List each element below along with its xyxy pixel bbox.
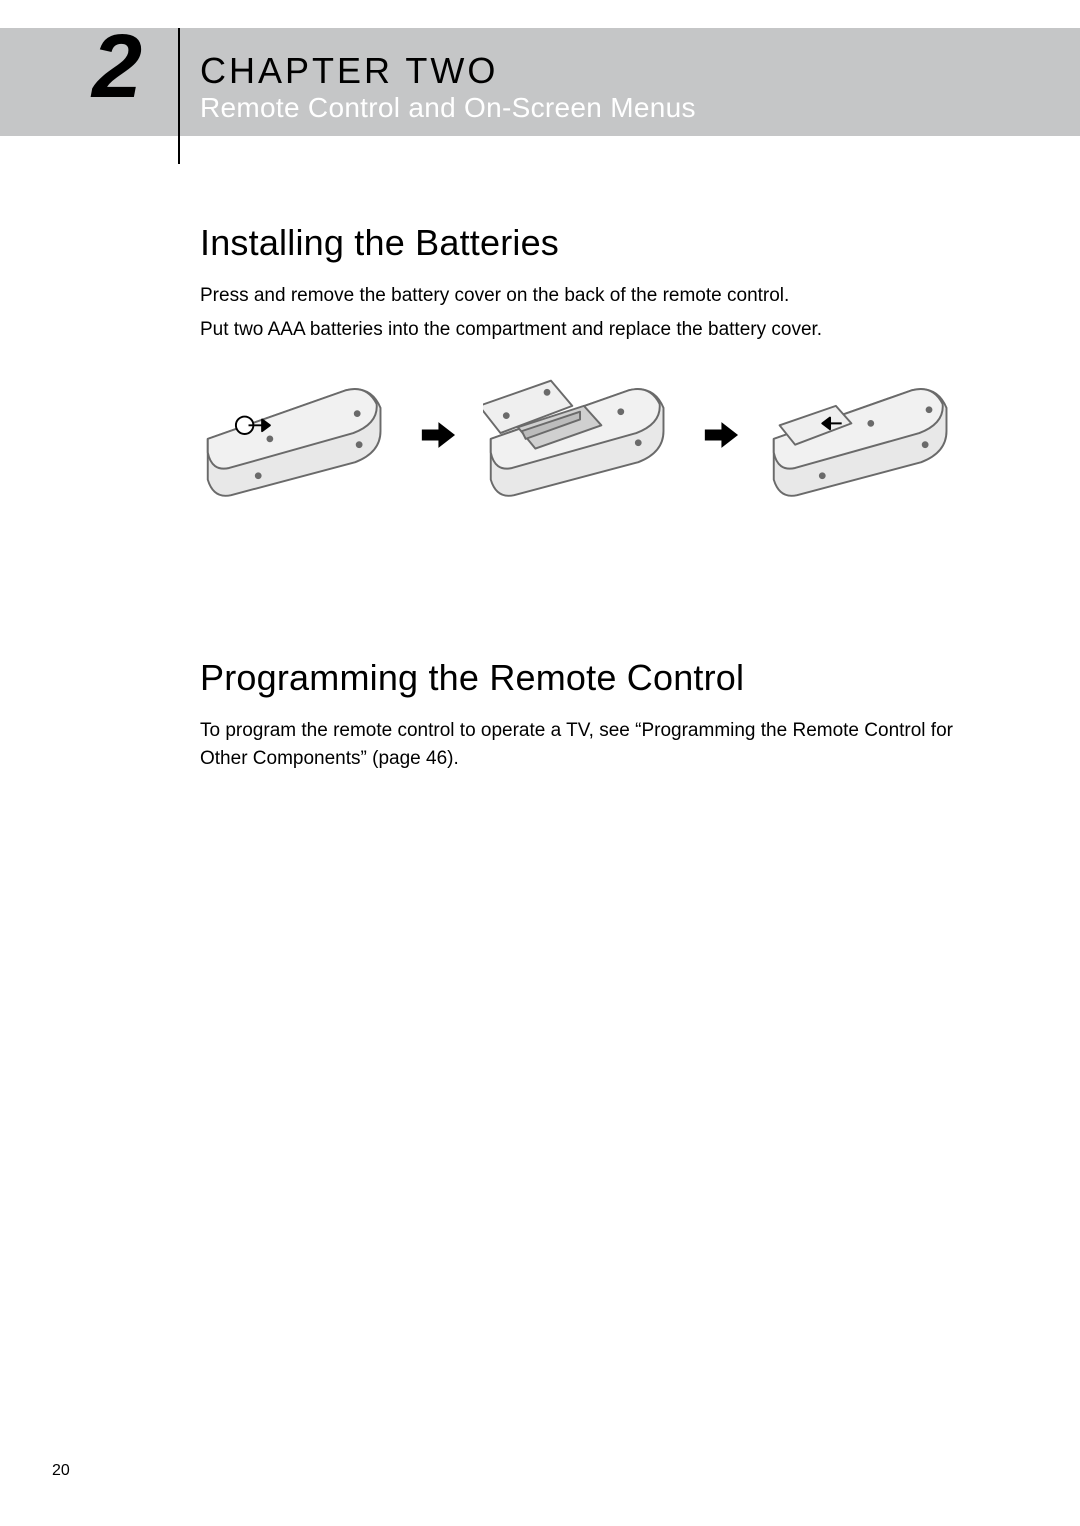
arrow-right-icon	[703, 416, 740, 454]
section-heading-2: Programming the Remote Control	[200, 657, 960, 699]
page: 2 CHAPTER TWO Remote Control and On-Scre…	[0, 0, 1080, 1526]
battery-install-figure	[200, 365, 960, 505]
paragraph: Press and remove the battery cover on th…	[200, 282, 960, 310]
chapter-topbar: 2 CHAPTER TWO Remote Control and On-Scre…	[0, 28, 1080, 136]
arrow-right-icon	[420, 416, 457, 454]
remote-step2-icon	[483, 365, 677, 505]
chapter-label: CHAPTER TWO	[200, 50, 498, 92]
content: Installing the Batteries Press and remov…	[200, 180, 960, 778]
chapter-title: Remote Control and On-Screen Menus	[200, 92, 696, 124]
chapter-number: 2	[92, 16, 138, 119]
paragraph: To program the remote control to operate…	[200, 717, 960, 772]
spacer	[200, 505, 960, 615]
paragraph: Put two AAA batteries into the compartme…	[200, 316, 960, 344]
page-number: 20	[52, 1462, 70, 1480]
chapter-divider	[178, 28, 180, 164]
remote-step1-icon	[200, 365, 394, 505]
section-heading-1: Installing the Batteries	[200, 222, 960, 264]
remote-step3-icon	[766, 365, 960, 505]
